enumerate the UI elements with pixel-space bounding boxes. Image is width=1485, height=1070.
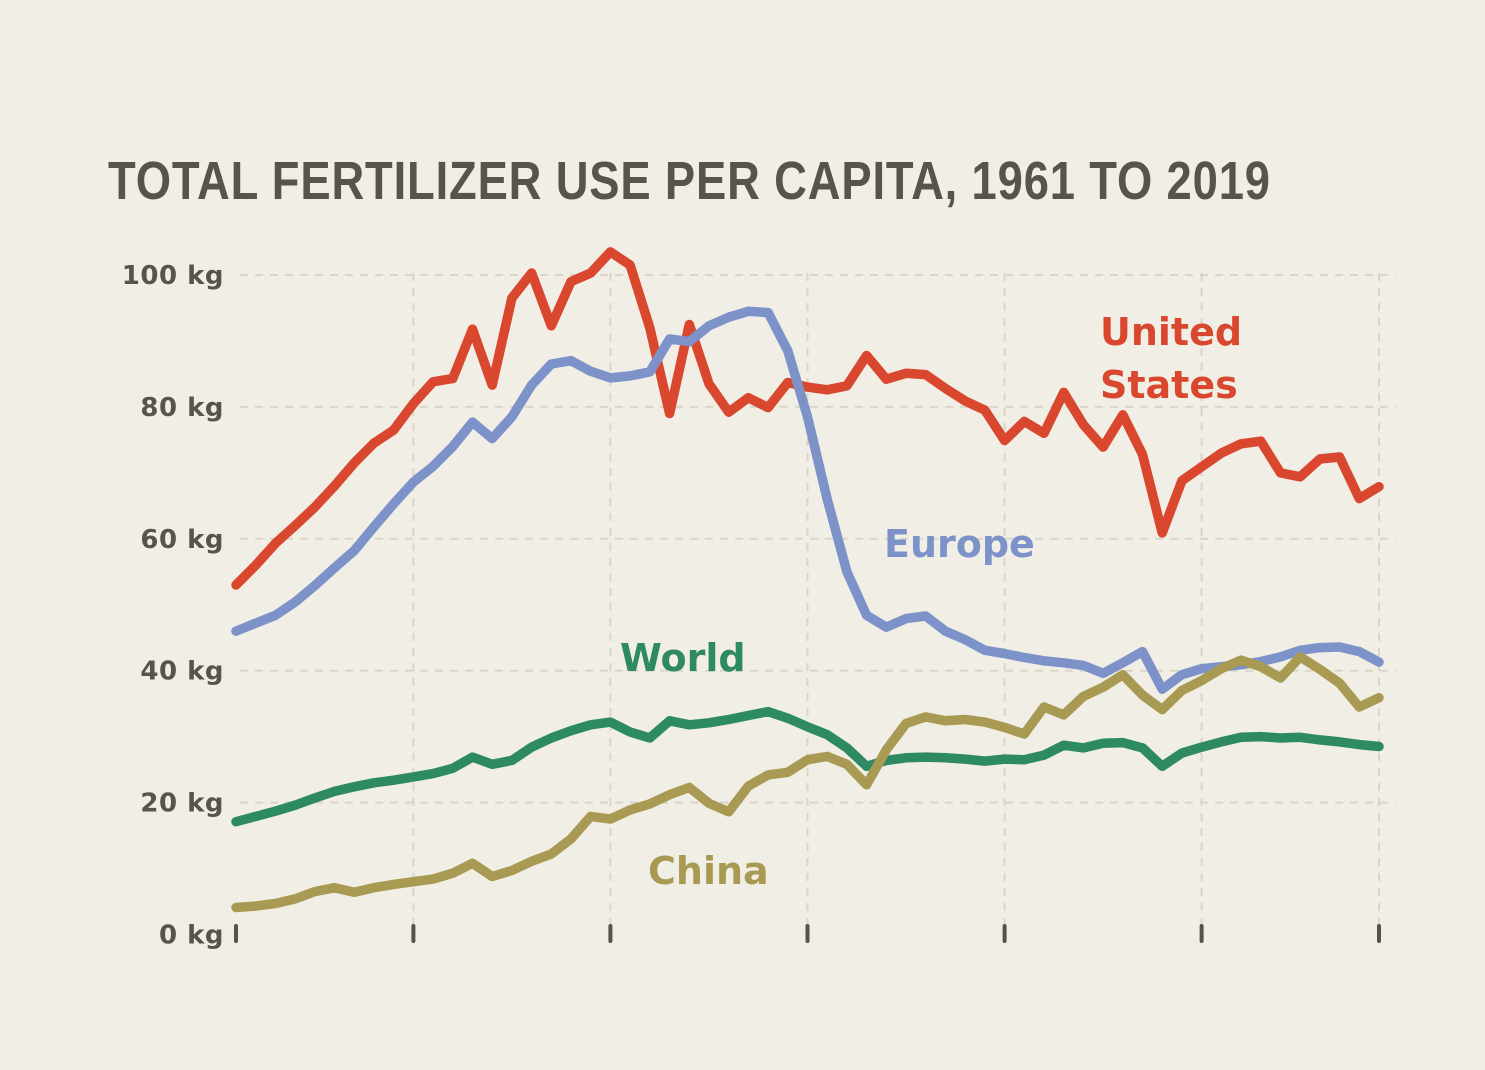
series-line-china xyxy=(231,652,1384,913)
y-axis-label-60kg: 60 kg xyxy=(140,525,224,555)
series-label-united-states: United States xyxy=(1100,310,1243,407)
y-axis-label-40kg: 40 kg xyxy=(140,657,224,687)
y-axis-label-0kg: 0 kg xyxy=(159,921,224,951)
y-axis-label-100kg: 100 kg xyxy=(122,261,224,291)
y-axis-label-80kg: 80 kg xyxy=(140,393,224,423)
series-line-europe xyxy=(231,306,1384,694)
chart-title: TOTAL FERTILIZER USE PER CAPITA, 1961 TO… xyxy=(108,151,1271,211)
series-line-united-states xyxy=(231,247,1384,590)
series-label-china: China xyxy=(648,849,769,893)
series-label-world: World xyxy=(620,636,746,680)
series-line-world xyxy=(231,706,1384,827)
series-label-europe: Europe xyxy=(884,522,1035,566)
y-axis-label-20kg: 20 kg xyxy=(140,789,224,819)
